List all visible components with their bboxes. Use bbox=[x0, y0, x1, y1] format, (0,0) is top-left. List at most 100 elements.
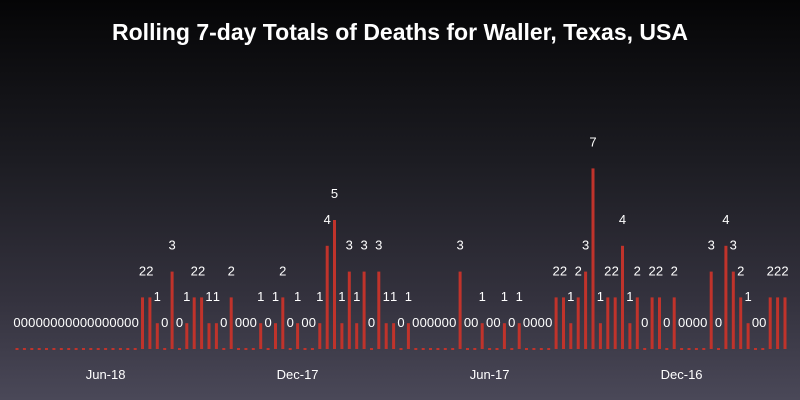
data-label: 0 bbox=[397, 315, 404, 330]
bar bbox=[739, 297, 743, 349]
bar-zero bbox=[82, 348, 85, 350]
bar-zero bbox=[111, 348, 115, 350]
data-label: 4 bbox=[722, 212, 729, 227]
data-label: 0 bbox=[250, 315, 257, 330]
data-label: 0 bbox=[678, 315, 685, 330]
data-label: 0 bbox=[442, 315, 449, 330]
bar bbox=[170, 271, 174, 349]
bar-zero bbox=[539, 348, 543, 350]
data-label: 0 bbox=[449, 315, 456, 330]
data-label: 2 bbox=[191, 263, 198, 278]
bar-zero bbox=[399, 348, 403, 350]
bar-zero bbox=[237, 348, 240, 350]
data-label: 0 bbox=[759, 315, 766, 330]
data-label: 0 bbox=[109, 315, 116, 330]
data-label: 3 bbox=[582, 238, 589, 253]
bar bbox=[709, 271, 713, 349]
data-label: 1 bbox=[183, 289, 190, 304]
bar bbox=[517, 323, 521, 349]
data-label: 0 bbox=[36, 315, 43, 330]
bar-zero bbox=[466, 348, 469, 350]
data-label: 1 bbox=[272, 289, 279, 304]
data-label: 2 bbox=[612, 263, 619, 278]
data-label: 2 bbox=[767, 263, 774, 278]
bar-zero bbox=[22, 348, 26, 350]
data-label: 0 bbox=[21, 315, 28, 330]
data-label: 0 bbox=[545, 315, 552, 330]
bar bbox=[325, 245, 329, 349]
bar bbox=[229, 297, 233, 349]
bar bbox=[606, 297, 610, 349]
data-label: 0 bbox=[72, 315, 79, 330]
bar-zero bbox=[37, 348, 41, 350]
bar-zero bbox=[421, 348, 425, 350]
bar bbox=[148, 297, 152, 349]
data-label: 0 bbox=[538, 315, 545, 330]
bar-zero bbox=[687, 348, 691, 350]
x-tick-label: Dec-17 bbox=[277, 367, 319, 382]
bar bbox=[584, 271, 588, 349]
bar bbox=[458, 271, 462, 349]
data-label: 4 bbox=[324, 212, 331, 227]
bar bbox=[672, 297, 676, 349]
bar bbox=[406, 323, 410, 349]
data-label: 1 bbox=[744, 289, 751, 304]
bar bbox=[192, 297, 196, 349]
bar bbox=[658, 297, 661, 349]
data-label: 1 bbox=[353, 289, 360, 304]
data-label: 0 bbox=[301, 315, 308, 330]
bar bbox=[200, 297, 204, 349]
x-tick-label: Dec-16 bbox=[661, 367, 703, 382]
bar bbox=[724, 245, 728, 349]
bar bbox=[731, 271, 735, 349]
data-label: 2 bbox=[671, 263, 678, 278]
bar-zero bbox=[133, 348, 137, 350]
bar bbox=[768, 297, 772, 349]
data-label: 0 bbox=[132, 315, 139, 330]
data-label: 0 bbox=[685, 315, 692, 330]
bar bbox=[554, 297, 558, 349]
data-label: 2 bbox=[781, 263, 788, 278]
data-label: 0 bbox=[124, 315, 131, 330]
data-label: 0 bbox=[117, 315, 124, 330]
bar-zero bbox=[532, 348, 536, 350]
bar-zero bbox=[429, 348, 432, 350]
bar-zero bbox=[74, 348, 78, 350]
bar-zero bbox=[680, 348, 684, 350]
bar bbox=[591, 168, 595, 349]
bar bbox=[783, 297, 787, 349]
bar-zero bbox=[414, 348, 418, 350]
bar-zero bbox=[67, 348, 71, 350]
bar-zero bbox=[104, 348, 108, 350]
bar-zero bbox=[436, 348, 440, 350]
data-label: 0 bbox=[264, 315, 271, 330]
bar-zero bbox=[702, 348, 706, 350]
data-label: 1 bbox=[338, 289, 345, 304]
data-label: 1 bbox=[626, 289, 633, 304]
bar bbox=[635, 297, 639, 349]
data-label: 0 bbox=[235, 315, 242, 330]
bar-zero bbox=[451, 348, 455, 350]
data-label: 3 bbox=[708, 238, 715, 253]
data-label: 0 bbox=[420, 315, 427, 330]
data-label: 1 bbox=[405, 289, 412, 304]
bar-zero bbox=[370, 348, 373, 350]
bar bbox=[281, 297, 285, 349]
data-label: 1 bbox=[390, 289, 397, 304]
data-label: 1 bbox=[316, 289, 323, 304]
x-tick-label: Jun-18 bbox=[86, 367, 126, 382]
data-label: 0 bbox=[493, 315, 500, 330]
data-label: 0 bbox=[95, 315, 102, 330]
data-label: 0 bbox=[28, 315, 35, 330]
data-label: 1 bbox=[597, 289, 604, 304]
bar bbox=[650, 297, 654, 349]
data-label: 1 bbox=[294, 289, 301, 304]
data-label: 0 bbox=[287, 315, 294, 330]
bar-zero bbox=[30, 348, 34, 350]
bar bbox=[207, 323, 211, 349]
data-label: 1 bbox=[383, 289, 390, 304]
bar-zero bbox=[443, 348, 447, 350]
data-label: 2 bbox=[634, 263, 641, 278]
